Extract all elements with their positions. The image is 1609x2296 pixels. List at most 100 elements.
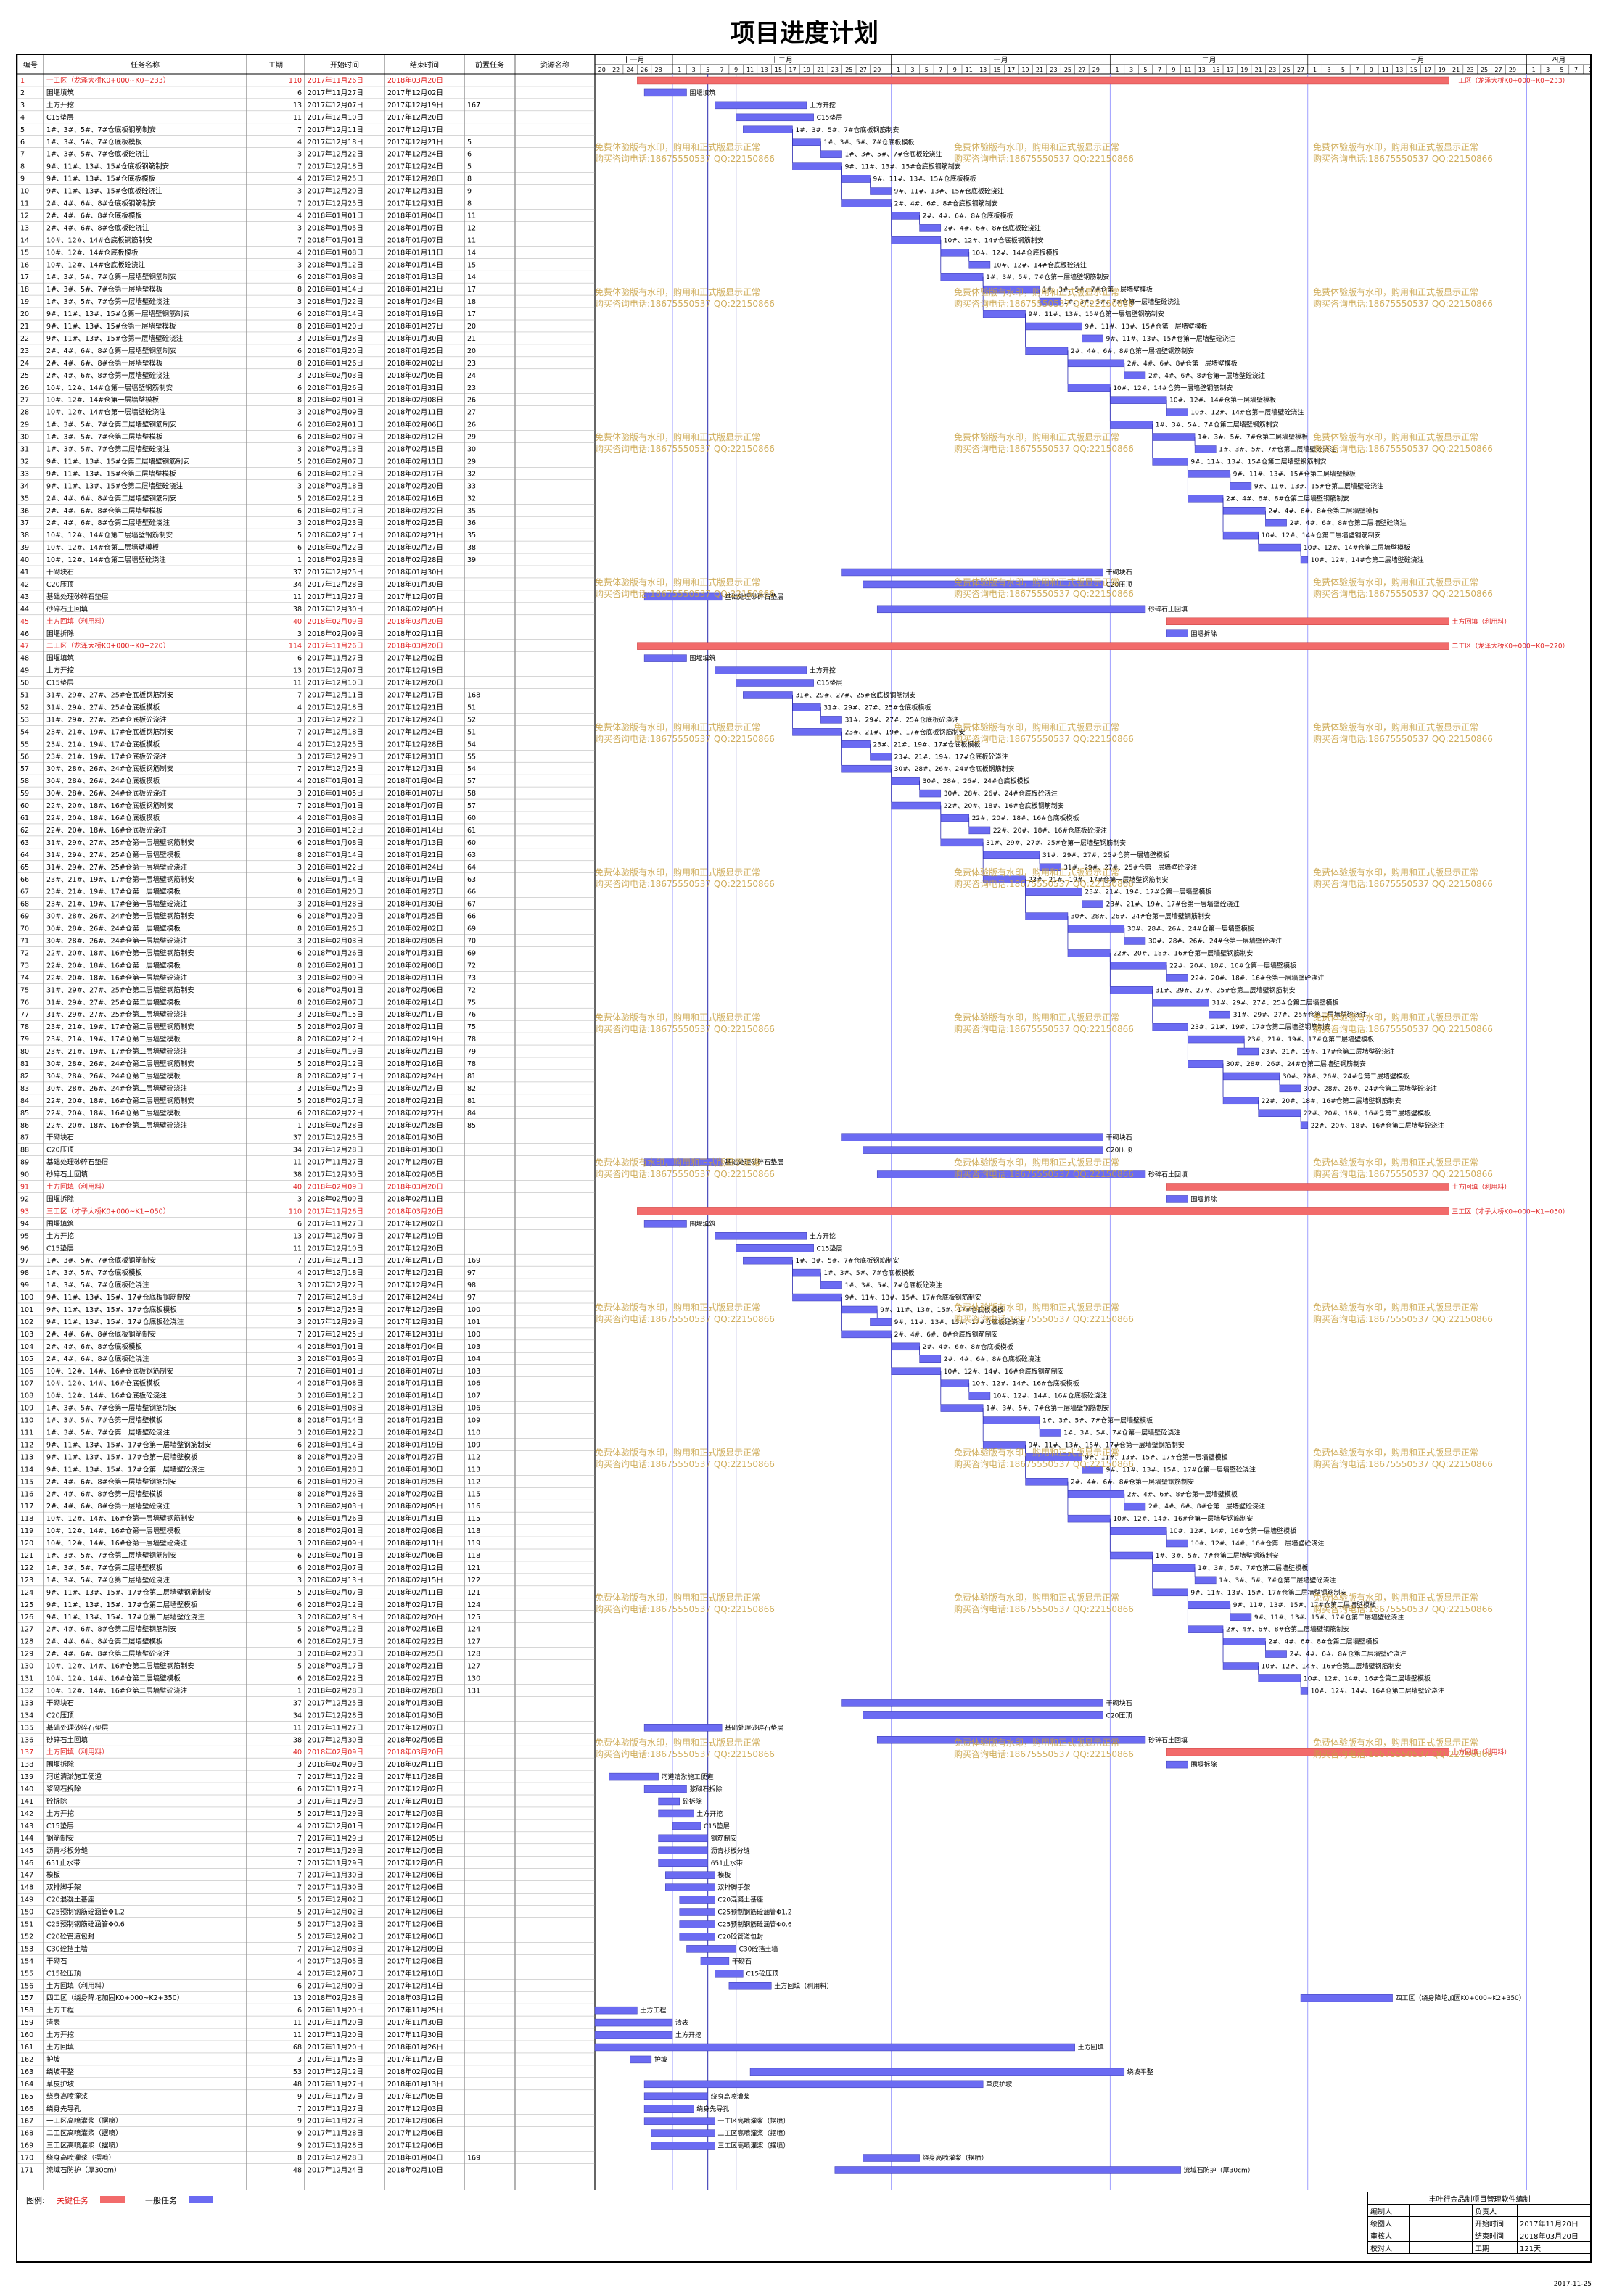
row-predecessor: 103 xyxy=(467,1343,480,1351)
gantt-bar-label: 土方回填（利用料） xyxy=(774,1981,833,1990)
gantt-bar xyxy=(679,1896,715,1904)
gantt-bar-label: 围堰拆除 xyxy=(1190,629,1217,638)
row-id: 12 xyxy=(20,212,29,220)
timeline-day-label: 23 xyxy=(1466,67,1473,73)
row-task-name: 砂碎石土回填 xyxy=(46,1170,89,1179)
row-task-name: C20砼管道包封 xyxy=(46,1932,95,1941)
gantt-bar-label: 2#、4#、6#、8#仓第一层墙壁钢筋制安 xyxy=(1071,347,1194,355)
row-id: 41 xyxy=(20,569,29,577)
row-duration: 110 xyxy=(289,1207,302,1215)
gantt-bar xyxy=(841,1305,878,1314)
row-duration: 3 xyxy=(297,519,302,527)
row-start: 2018年02月28日 xyxy=(308,1121,363,1130)
row-id: 151 xyxy=(20,1921,33,1929)
gantt-bar xyxy=(919,789,942,798)
row-duration: 4 xyxy=(297,139,302,146)
row-start: 2017年12月25日 xyxy=(308,199,363,208)
row-id: 97 xyxy=(20,1257,29,1265)
row-duration: 5 xyxy=(297,1663,302,1671)
row-end: 2017年12月02日 xyxy=(387,88,443,97)
info-row: 校对人 工期 121天 xyxy=(1367,2241,1592,2254)
row-id: 58 xyxy=(20,777,29,785)
row-end: 2018年02月11日 xyxy=(387,408,443,417)
gantt-bar xyxy=(686,1945,736,1953)
timeline-day-label: 11 xyxy=(1382,67,1389,73)
row-id: 40 xyxy=(20,556,29,564)
row-id: 59 xyxy=(20,790,29,798)
row-duration: 3 xyxy=(297,1651,302,1659)
row-id: 67 xyxy=(20,888,29,896)
gantt-bar-label: 土方回填（利用料） xyxy=(1452,1183,1510,1192)
watermark-text: 免费体验版有水印，购用和正式版显示正常 xyxy=(954,287,1120,297)
row-start: 2018年02月18日 xyxy=(308,1613,363,1622)
gantt-bar xyxy=(876,1736,1146,1744)
row-id: 34 xyxy=(20,482,29,490)
row-duration: 1 xyxy=(297,556,302,564)
row-id: 146 xyxy=(20,1859,33,1867)
row-id: 166 xyxy=(20,2105,33,2113)
row-end: 2018年01月13日 xyxy=(387,273,443,281)
gantt-bar xyxy=(870,187,892,195)
row-id: 162 xyxy=(20,2056,33,2064)
row-id: 3 xyxy=(20,102,25,110)
timeline-day-label: 5 xyxy=(1341,67,1345,73)
timeline-day-label: 15 xyxy=(1410,67,1417,73)
row-predecessor: 110 xyxy=(467,1429,480,1437)
row-start: 2018年02月07日 xyxy=(308,457,363,466)
row-start: 2017年11月27日 xyxy=(308,1785,363,1793)
row-end: 2018年03月20日 xyxy=(387,1183,443,1192)
row-predecessor: 21 xyxy=(467,335,476,343)
row-start: 2017年11月27日 xyxy=(308,88,363,97)
row-end: 2017年12月06日 xyxy=(387,1896,443,1904)
gantt-bar xyxy=(643,2092,708,2101)
gantt-bar-label: 31#、29#、27#、25#仓第一层墙壁钢筋制安 xyxy=(986,838,1126,847)
row-id: 20 xyxy=(20,310,29,318)
watermark-text: 购买咨询电话:18675550537 QQ:22150866 xyxy=(1313,1604,1493,1614)
row-start: 2017年11月26日 xyxy=(308,1207,363,1215)
gantt-bar xyxy=(891,212,920,220)
row-id: 65 xyxy=(20,864,29,872)
gantt-bar xyxy=(594,2031,673,2039)
row-id: 44 xyxy=(20,606,29,614)
row-duration: 38 xyxy=(293,1736,302,1744)
row-end: 2018年02月05日 xyxy=(387,371,443,380)
gantt-bar-label: 1#、3#、5#、7#仓底板模板 xyxy=(823,138,914,146)
row-start: 2018年02月01日 xyxy=(308,961,363,970)
info-cell: 编制人 xyxy=(1367,2204,1410,2217)
row-predecessor: 66 xyxy=(467,888,476,896)
row-start: 2018年02月17日 xyxy=(308,1638,363,1646)
gantt-bar-label: 9#、11#、13#、15#仓第一层墙壁模板 xyxy=(1085,322,1207,331)
timeline-day-label: 15 xyxy=(994,67,1001,73)
row-id: 135 xyxy=(20,1724,33,1732)
row-id: 102 xyxy=(20,1318,33,1326)
row-start: 2018年02月17日 xyxy=(308,1097,363,1105)
gantt-bar xyxy=(940,1379,969,1387)
gantt-bar-label: 二工区高喷灌浆（摆喷） xyxy=(717,2129,789,2138)
legend-normal-swatch xyxy=(189,2196,213,2203)
gantt-bar xyxy=(1124,1502,1146,1511)
row-duration: 3 xyxy=(297,2056,302,2064)
gantt-bar xyxy=(594,2018,673,2027)
row-duration: 3 xyxy=(297,1540,302,1548)
row-id: 21 xyxy=(20,323,29,331)
watermark-text: 购买咨询电话:18675550537 QQ:22150866 xyxy=(954,444,1134,454)
timeline-day-label: 15 xyxy=(775,67,782,73)
row-end: 2017年12月19日 xyxy=(387,101,443,110)
row-task-name: 10#、12#、14#仓第一层墙壁模板 xyxy=(46,396,160,405)
row-end: 2018年02月02日 xyxy=(387,359,443,368)
info-row: 绘图人 开始时间 2017年11月20日 xyxy=(1367,2216,1592,2229)
row-duration: 8 xyxy=(297,962,302,970)
row-predecessor: 121 xyxy=(467,1564,480,1572)
timeline-day-label: 3 xyxy=(1546,67,1550,73)
row-predecessor: 97 xyxy=(467,1294,476,1302)
row-duration: 6 xyxy=(297,1552,302,1560)
row-task-name: 30#、28#、26#、24#仓第二层墙壁砼浇注 xyxy=(46,1084,188,1093)
gantt-bar xyxy=(940,273,984,281)
info-cell: 审核人 xyxy=(1367,2229,1410,2242)
gantt-bar xyxy=(643,2117,715,2125)
row-id: 51 xyxy=(20,692,29,700)
row-id: 99 xyxy=(20,1281,29,1289)
row-end: 2018年01月31日 xyxy=(387,1514,443,1523)
row-start: 2017年12月11日 xyxy=(308,691,363,700)
